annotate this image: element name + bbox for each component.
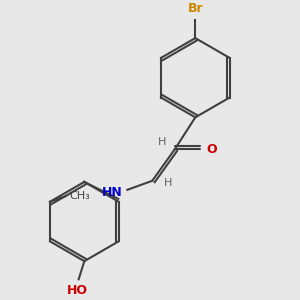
Text: CH₃: CH₃ <box>69 191 90 201</box>
Text: H: H <box>158 137 166 147</box>
Text: HN: HN <box>102 186 123 199</box>
Text: Br: Br <box>188 2 203 15</box>
Text: H: H <box>164 178 172 188</box>
Text: HO: HO <box>67 284 88 297</box>
Text: O: O <box>207 142 217 156</box>
